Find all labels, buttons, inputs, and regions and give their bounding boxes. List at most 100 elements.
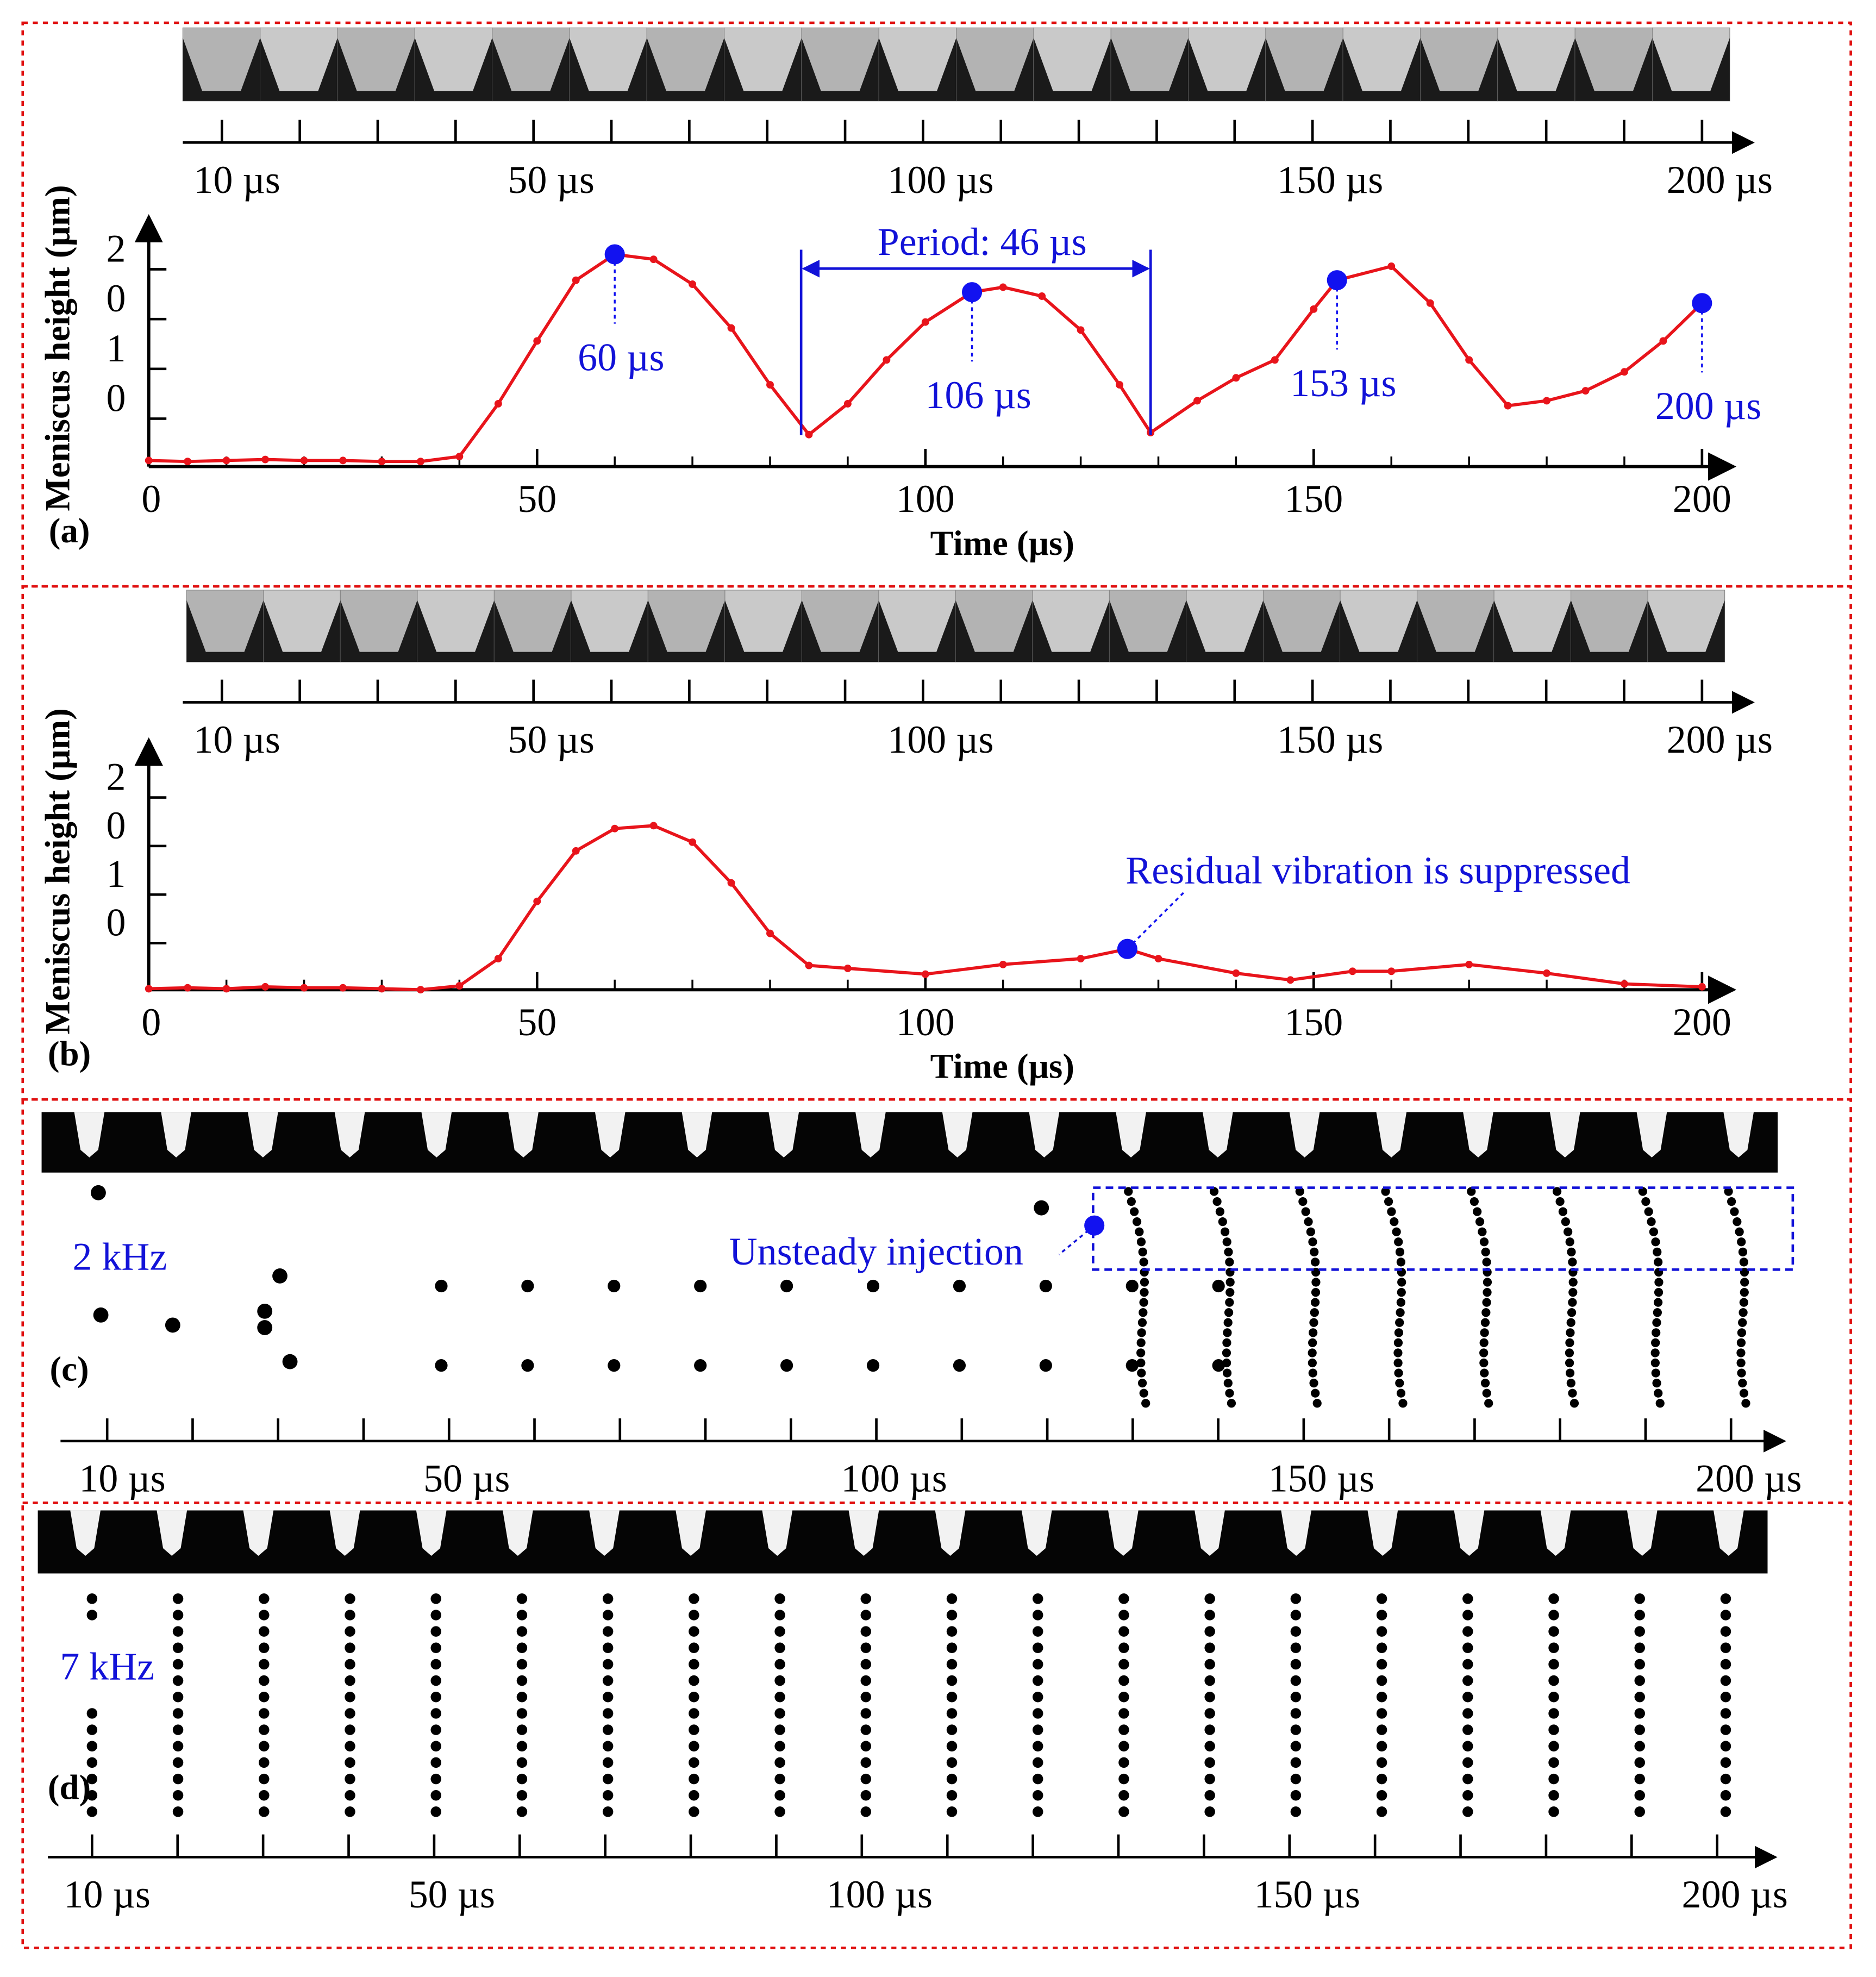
drop bbox=[86, 1757, 98, 1768]
drop bbox=[774, 1593, 785, 1604]
drop bbox=[1290, 1593, 1302, 1604]
drop bbox=[602, 1773, 614, 1785]
drop bbox=[1479, 1358, 1489, 1368]
nozzle bbox=[1575, 37, 1653, 101]
point bbox=[999, 960, 1007, 968]
frequency: 7 kHz bbox=[60, 1644, 154, 1688]
timeline-label: 200 µs bbox=[1667, 718, 1773, 761]
point bbox=[1232, 969, 1240, 977]
drop bbox=[1548, 1741, 1559, 1751]
drop bbox=[1548, 1659, 1559, 1670]
drop bbox=[1376, 1806, 1387, 1817]
nozzle bbox=[848, 1510, 879, 1556]
drop bbox=[1308, 1348, 1317, 1357]
drop bbox=[689, 1757, 699, 1768]
drop bbox=[1290, 1806, 1302, 1817]
drop bbox=[1634, 1642, 1645, 1654]
nozzle bbox=[421, 1112, 452, 1158]
drop bbox=[1479, 1237, 1489, 1247]
drop bbox=[1384, 1197, 1393, 1206]
drop bbox=[1290, 1659, 1302, 1670]
drop bbox=[689, 1724, 699, 1735]
drop bbox=[91, 1185, 106, 1200]
drop bbox=[516, 1757, 528, 1768]
drop bbox=[1395, 1247, 1405, 1256]
drop bbox=[1654, 1388, 1663, 1398]
nozzle bbox=[492, 37, 570, 101]
drop bbox=[1301, 1207, 1310, 1216]
filmstrip bbox=[182, 27, 1730, 102]
nozzle bbox=[243, 1510, 274, 1556]
nozzle bbox=[1463, 1112, 1493, 1158]
drop bbox=[860, 1692, 872, 1703]
nozzle bbox=[1111, 37, 1189, 101]
drop bbox=[1130, 1207, 1139, 1216]
drop bbox=[946, 1741, 958, 1751]
drop bbox=[516, 1610, 528, 1621]
x-tick-label: 200 bbox=[1673, 1000, 1731, 1044]
drop bbox=[1634, 1675, 1645, 1686]
drop bbox=[946, 1642, 958, 1654]
point bbox=[1038, 292, 1046, 300]
drop bbox=[1290, 1790, 1302, 1801]
point bbox=[455, 982, 464, 990]
drop bbox=[946, 1790, 958, 1801]
timeline-label: 10 µs bbox=[193, 718, 280, 761]
drop bbox=[1212, 1197, 1222, 1206]
timeline-label: 50 µs bbox=[508, 158, 595, 202]
drop bbox=[1118, 1659, 1129, 1670]
drop bbox=[435, 1279, 448, 1293]
point bbox=[416, 458, 424, 466]
drop bbox=[1720, 1626, 1731, 1637]
drop bbox=[516, 1741, 528, 1751]
drop bbox=[1118, 1626, 1129, 1637]
drop bbox=[860, 1790, 872, 1801]
drop bbox=[1135, 1227, 1144, 1236]
drop bbox=[1481, 1247, 1490, 1256]
y-axis-label: Meniscus height (µm) bbox=[39, 185, 78, 511]
drop bbox=[1225, 1278, 1235, 1287]
drop bbox=[259, 1757, 270, 1768]
drop bbox=[1138, 1247, 1147, 1256]
nozzle bbox=[1494, 600, 1571, 662]
drop bbox=[694, 1279, 707, 1293]
drop bbox=[689, 1626, 699, 1637]
drop bbox=[430, 1790, 441, 1801]
drop bbox=[1740, 1287, 1749, 1297]
drop bbox=[1032, 1593, 1043, 1604]
drop bbox=[1376, 1659, 1387, 1670]
drop bbox=[1462, 1757, 1473, 1768]
point bbox=[1620, 980, 1628, 988]
drop bbox=[1634, 1659, 1645, 1670]
drop bbox=[172, 1659, 184, 1670]
drop bbox=[172, 1692, 184, 1703]
drop bbox=[1394, 1237, 1403, 1247]
nozzle bbox=[1109, 600, 1187, 662]
droplets-d bbox=[86, 1593, 1731, 1817]
drop bbox=[1651, 1237, 1660, 1247]
drop bbox=[1462, 1642, 1473, 1654]
drop bbox=[1227, 1399, 1236, 1408]
panel-label: (a) bbox=[49, 511, 90, 550]
drop bbox=[689, 1741, 699, 1751]
drop bbox=[1480, 1318, 1490, 1327]
nozzle bbox=[1116, 1112, 1146, 1158]
panel-frames bbox=[21, 21, 1852, 1949]
drop bbox=[946, 1692, 958, 1703]
drop bbox=[345, 1708, 355, 1719]
drop bbox=[1720, 1806, 1731, 1817]
nozzle bbox=[648, 600, 725, 662]
droplets-c bbox=[91, 1185, 1750, 1408]
drop bbox=[172, 1790, 184, 1801]
drop bbox=[1204, 1610, 1215, 1621]
drop bbox=[1127, 1197, 1136, 1206]
point bbox=[843, 964, 852, 972]
drop bbox=[1309, 1318, 1318, 1327]
drop bbox=[1565, 1358, 1574, 1368]
nozzle bbox=[416, 1510, 447, 1556]
drop bbox=[1222, 1338, 1231, 1348]
drop bbox=[1478, 1227, 1487, 1236]
drop bbox=[1225, 1257, 1234, 1267]
drop bbox=[1118, 1708, 1129, 1719]
drop bbox=[1650, 1348, 1660, 1357]
